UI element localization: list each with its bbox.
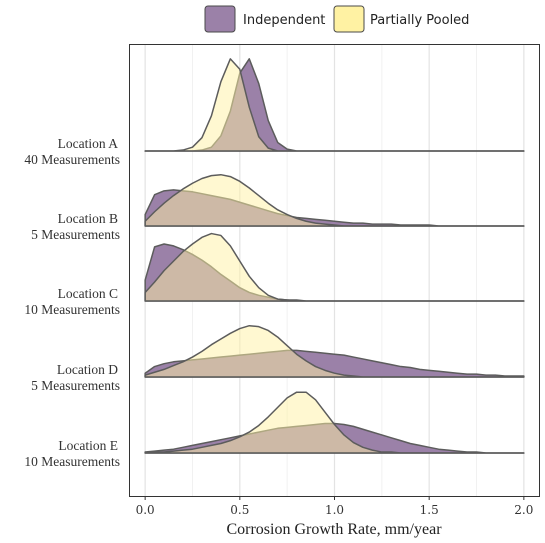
ridges [144,58,525,454]
category-label-1-line2: 40 Measurements [24,152,120,167]
category-label-3-line2: 10 Measurements [24,302,120,317]
density-partially-pooled-4 [144,324,525,378]
ridge-2 [144,173,525,227]
x-tick-label-4: 2.0 [514,503,533,517]
density-partially-pooled-5 [144,391,525,454]
category-label-5-line1: Location E [58,438,118,453]
legend-swatch-partially-pooled [333,5,365,33]
category-label-4-line1: Location D [57,362,118,377]
density-partially-pooled-1 [144,58,525,152]
x-tick-label-1: 0.5 [230,503,249,517]
density-partially-pooled-2 [144,173,525,227]
x-tick-label-3: 1.5 [420,503,439,517]
legend-label-independent: Independent [243,13,325,28]
x-axis-title: Corrosion Growth Rate, mm/year [226,521,442,538]
category-label-1-line1: Location A [58,136,119,151]
ridge-4 [144,324,525,378]
ridge-3 [144,232,525,302]
ridge-5 [144,391,525,454]
x-tick-label-2: 1.0 [325,503,344,517]
ridge-1 [144,58,525,152]
legend-label-partially-pooled: Partially Pooled [370,13,469,28]
x-tick-label-0: 0.0 [136,503,155,517]
x-axis-ticks: 0.0 0.5 1.0 1.5 2.0 [136,496,533,517]
category-label-2-line2: 5 Measurements [31,227,120,242]
category-label-4-line2: 5 Measurements [31,378,120,393]
category-label-3-line1: Location C [58,286,118,301]
density-partially-pooled-3 [144,232,525,302]
category-label-2-line1: Location B [58,211,118,226]
category-label-5-line2: 10 Measurements [24,454,120,469]
legend-swatch-independent [204,5,236,33]
legend: Independent Partially Pooled [204,5,469,33]
